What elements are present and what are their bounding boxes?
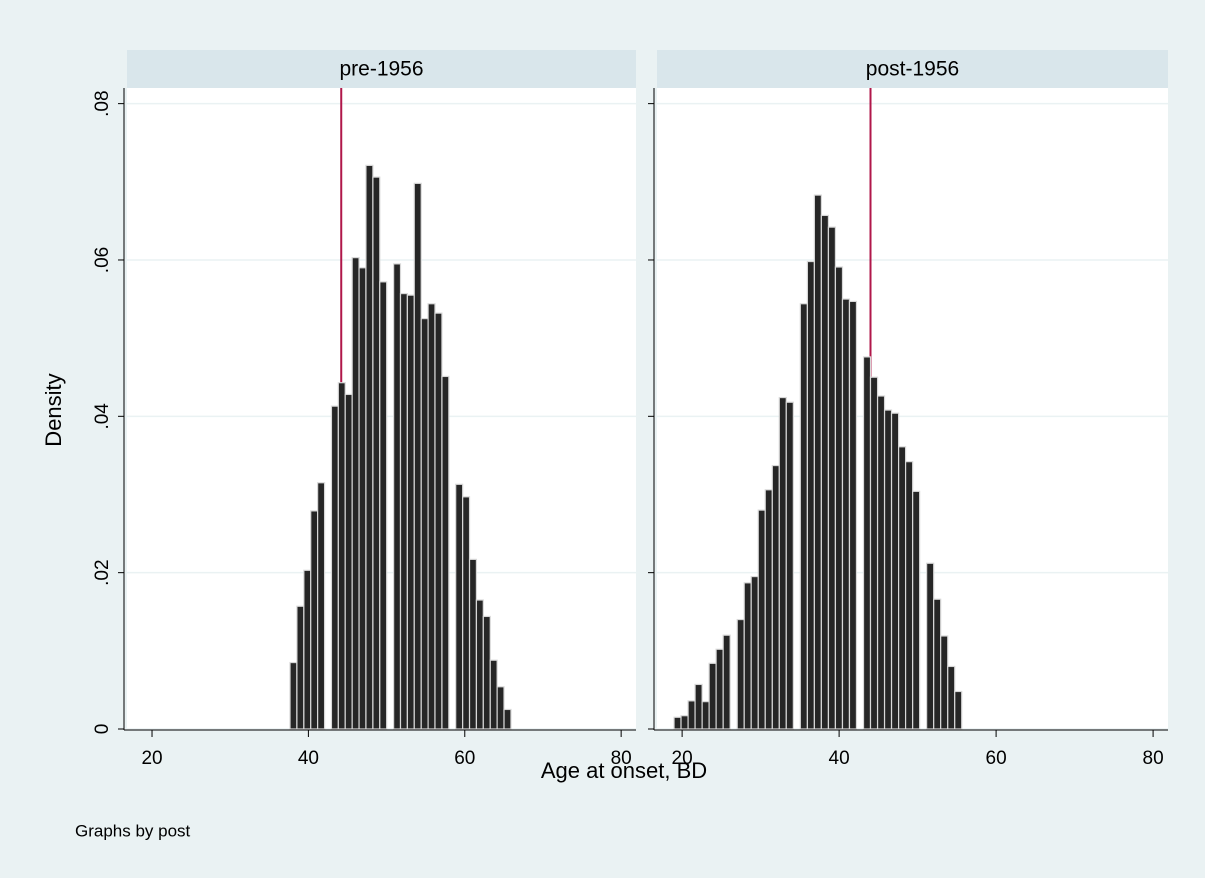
note: Graphs by post xyxy=(75,821,191,840)
bar xyxy=(722,634,731,730)
x-tick-label: 80 xyxy=(611,748,632,769)
y-tick-label: .02 xyxy=(92,559,113,585)
x-tick-label: 60 xyxy=(986,748,1007,769)
bar xyxy=(462,496,471,730)
bar xyxy=(296,605,305,730)
bar xyxy=(441,375,450,730)
bar xyxy=(743,582,752,730)
bar xyxy=(365,164,374,730)
bar xyxy=(310,510,319,730)
bar xyxy=(358,267,367,730)
bar xyxy=(393,263,402,730)
bar xyxy=(954,690,963,730)
bar xyxy=(827,226,837,730)
bar xyxy=(468,558,478,730)
bar xyxy=(351,257,360,730)
bar xyxy=(883,409,893,730)
bar xyxy=(764,489,773,730)
bar xyxy=(673,716,682,730)
bar xyxy=(496,686,505,730)
bar xyxy=(904,461,914,730)
bar xyxy=(799,303,808,730)
bar xyxy=(750,575,759,730)
bar xyxy=(898,446,907,730)
bar xyxy=(708,662,717,730)
bar xyxy=(330,405,339,730)
bar xyxy=(701,701,710,730)
x-tick-label: 40 xyxy=(829,748,850,769)
bar xyxy=(337,382,346,730)
bar xyxy=(413,182,422,730)
bar xyxy=(890,412,900,730)
bar xyxy=(876,395,886,730)
y-tick-label: .06 xyxy=(92,247,113,273)
bar xyxy=(379,281,388,730)
bar xyxy=(757,509,766,730)
bar xyxy=(778,396,787,730)
y-tick-label: .04 xyxy=(92,403,113,430)
y-tick-label: .08 xyxy=(92,90,113,116)
bar xyxy=(841,298,851,730)
bar xyxy=(933,598,942,730)
bar xyxy=(694,683,703,730)
bar xyxy=(687,700,696,730)
bar xyxy=(680,715,689,730)
strip xyxy=(127,50,636,88)
x-tick-label: 80 xyxy=(1143,748,1164,769)
bar xyxy=(806,260,815,730)
bar xyxy=(406,294,415,730)
bar xyxy=(317,482,326,730)
bar xyxy=(715,648,724,730)
bar xyxy=(344,393,353,730)
bar xyxy=(848,300,858,730)
panel-title: post-1956 xyxy=(866,58,959,81)
x-tick-label: 40 xyxy=(298,748,319,769)
x-tick-label: 60 xyxy=(454,748,475,769)
strip xyxy=(657,50,1168,88)
bar xyxy=(940,635,949,730)
x-axis-label: Age at onset, BD xyxy=(541,758,707,783)
bar xyxy=(947,665,956,730)
bar xyxy=(399,292,408,730)
bar xyxy=(420,318,429,730)
y-axis-label: Density xyxy=(41,373,66,446)
bar xyxy=(736,618,745,730)
x-tick-label: 20 xyxy=(672,748,693,769)
y-tick-label: 0 xyxy=(92,724,113,735)
bar xyxy=(912,490,921,730)
bar xyxy=(482,615,491,730)
bar xyxy=(820,214,830,730)
bar xyxy=(785,401,794,730)
bar xyxy=(372,176,381,730)
bar xyxy=(427,303,436,730)
x-tick-label: 20 xyxy=(141,748,162,769)
bar xyxy=(503,708,512,730)
bar xyxy=(434,312,443,730)
bar xyxy=(834,266,844,730)
bar xyxy=(303,569,312,730)
bar xyxy=(455,483,464,730)
bar xyxy=(869,376,879,730)
panel-title: pre-1956 xyxy=(339,58,423,81)
bar xyxy=(813,194,822,730)
bar xyxy=(489,659,498,730)
bar xyxy=(862,356,872,730)
bar xyxy=(771,464,780,730)
bar xyxy=(289,661,298,730)
bar xyxy=(475,599,484,730)
bar xyxy=(926,562,935,730)
